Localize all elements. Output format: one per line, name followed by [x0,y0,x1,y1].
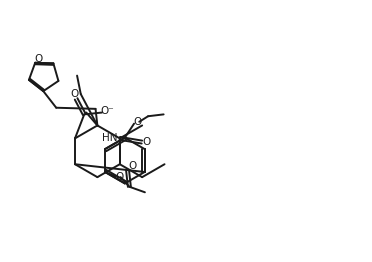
Text: O: O [128,161,137,171]
Text: O: O [142,137,151,147]
Text: HN: HN [102,133,117,143]
Text: O: O [34,54,42,64]
Text: O: O [134,117,142,127]
Text: O: O [115,172,123,182]
Text: O: O [71,89,79,99]
Text: O⁻: O⁻ [100,106,114,116]
